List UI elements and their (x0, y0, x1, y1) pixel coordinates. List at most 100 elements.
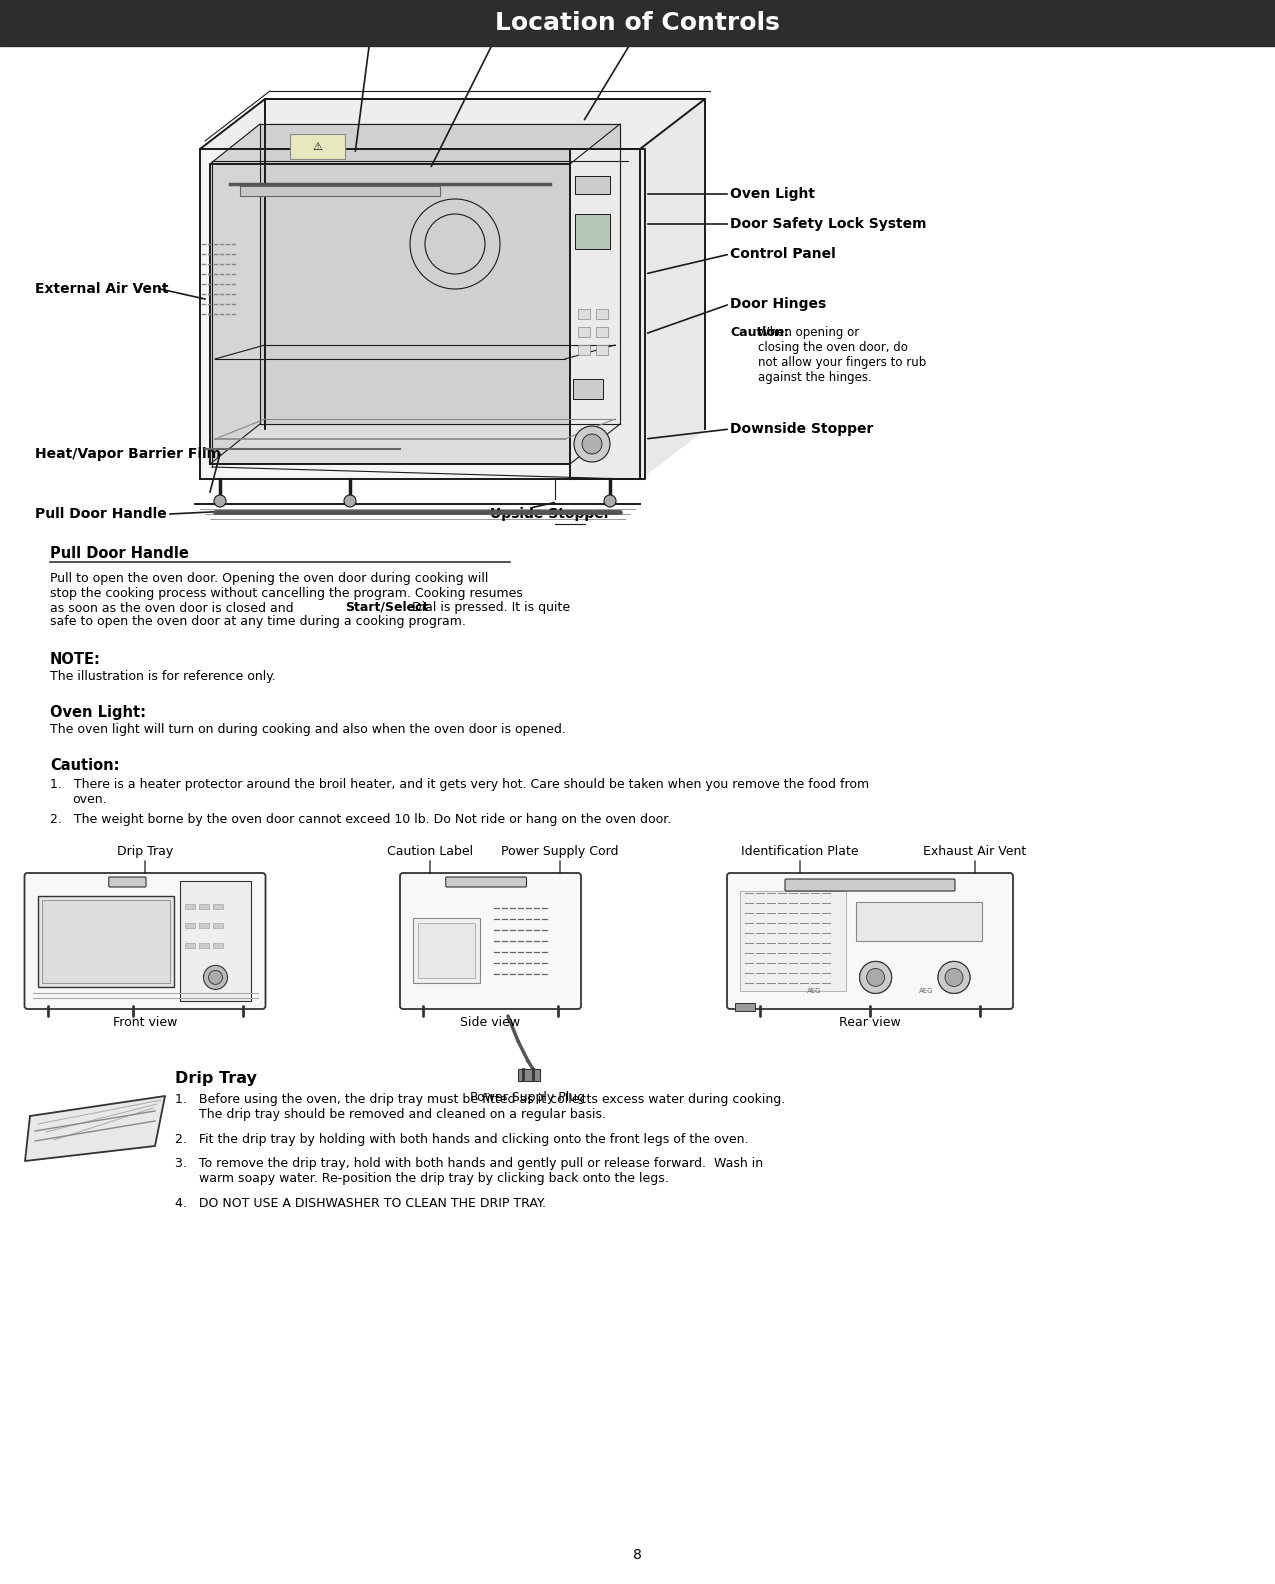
Text: 3.   To remove the drip tray, hold with both hands and gently pull or release fo: 3. To remove the drip tray, hold with bo… (175, 1156, 764, 1185)
Circle shape (604, 494, 616, 507)
Bar (213, 942, 223, 947)
Text: Power Supply Plug: Power Supply Plug (470, 1091, 585, 1104)
Text: Downside Stopper: Downside Stopper (731, 421, 873, 436)
Circle shape (574, 426, 609, 463)
Bar (185, 942, 195, 947)
Text: 4.   DO NOT USE A DISHWASHER TO CLEAN THE DRIP TRAY.: 4. DO NOT USE A DISHWASHER TO CLEAN THE … (175, 1198, 546, 1210)
Bar (595, 345, 608, 355)
Bar (595, 309, 608, 318)
Text: AEG: AEG (807, 988, 821, 995)
Text: Side view: Side view (460, 1015, 520, 1030)
FancyBboxPatch shape (727, 873, 1014, 1009)
Bar (575, 176, 609, 193)
FancyBboxPatch shape (785, 879, 955, 890)
Text: Pull to open the oven door. Opening the oven door during cooking will
stop the c: Pull to open the oven door. Opening the … (50, 572, 523, 615)
Text: Broil Heater: Broil Heater (448, 25, 542, 40)
Bar (180, 881, 251, 1001)
Bar (213, 923, 223, 928)
Text: Oven Light: Oven Light (731, 187, 815, 201)
Bar (240, 185, 440, 196)
Text: Power Supply Cord: Power Supply Cord (501, 844, 618, 859)
Circle shape (214, 494, 226, 507)
FancyBboxPatch shape (400, 873, 581, 1009)
Bar (595, 326, 608, 337)
Text: Caution:: Caution: (50, 759, 120, 773)
Bar (734, 1003, 755, 1011)
Bar (37, 895, 173, 987)
Circle shape (209, 971, 223, 984)
Bar (518, 1069, 541, 1080)
Circle shape (938, 961, 970, 993)
Bar (575, 214, 609, 249)
Text: 1.   There is a heater protector around the broil heater, and it gets very hot. : 1. There is a heater protector around th… (50, 778, 870, 790)
Bar (199, 903, 209, 909)
Bar (856, 901, 982, 941)
Text: The illustration is for reference only.: The illustration is for reference only. (50, 670, 275, 683)
Bar (199, 923, 209, 928)
Bar (418, 922, 474, 977)
Circle shape (581, 434, 602, 455)
Circle shape (867, 968, 885, 987)
Circle shape (859, 961, 891, 993)
Text: Door Safety Lock System: Door Safety Lock System (731, 217, 927, 231)
Text: When opening or
closing the oven door, do
not allow your fingers to rub
against : When opening or closing the oven door, d… (759, 326, 926, 383)
Circle shape (938, 961, 970, 993)
Text: Upside Stopper: Upside Stopper (490, 507, 611, 521)
Text: 2.   The weight borne by the oven door cannot exceed 10 lb. Do Not ride or hang : 2. The weight borne by the oven door can… (50, 813, 671, 825)
Circle shape (859, 961, 891, 993)
FancyBboxPatch shape (446, 878, 527, 887)
Text: Oven Light:: Oven Light: (50, 705, 147, 721)
FancyBboxPatch shape (24, 873, 265, 1009)
Text: Pull Door Handle: Pull Door Handle (50, 546, 189, 561)
Text: Pull Door Handle: Pull Door Handle (34, 507, 167, 521)
Circle shape (204, 965, 227, 990)
Polygon shape (200, 149, 640, 478)
Bar (413, 917, 479, 982)
Text: Dial is pressed. It is quite: Dial is pressed. It is quite (408, 600, 570, 615)
Text: 2.   Fit the drip tray by holding with both hands and clicking onto the front le: 2. Fit the drip tray by holding with bot… (175, 1133, 748, 1145)
Polygon shape (640, 98, 705, 478)
Text: 8: 8 (632, 1548, 641, 1562)
Text: oven.: oven. (71, 794, 107, 806)
Text: Door Hinges: Door Hinges (731, 296, 826, 310)
Circle shape (344, 494, 356, 507)
Bar (578, 326, 590, 337)
Bar (42, 900, 170, 982)
Text: Control Panel: Control Panel (731, 247, 835, 261)
Bar (185, 923, 195, 928)
Text: AEG: AEG (919, 988, 933, 995)
Bar (289, 135, 346, 158)
Bar (740, 890, 847, 992)
Polygon shape (570, 149, 645, 478)
Bar (578, 345, 590, 355)
Text: Drip Tray: Drip Tray (175, 1071, 256, 1087)
Text: The oven light will turn on during cooking and also when the oven door is opened: The oven light will turn on during cooki… (50, 722, 566, 737)
Polygon shape (200, 98, 705, 149)
Text: Heat/Vapor Barrier Film: Heat/Vapor Barrier Film (34, 447, 221, 461)
Text: Drip Tray: Drip Tray (117, 844, 173, 859)
Text: NOTE:: NOTE: (50, 653, 101, 667)
Text: Rear view: Rear view (839, 1015, 901, 1030)
Text: 1.   Before using the oven, the drip tray must be fitted as it collects excess w: 1. Before using the oven, the drip tray … (175, 1093, 785, 1121)
Text: Location of Controls: Location of Controls (495, 11, 779, 35)
Text: Front view: Front view (112, 1015, 177, 1030)
Bar (185, 903, 195, 909)
Text: Exhaust Air Vent: Exhaust Air Vent (923, 844, 1026, 859)
Bar (578, 309, 590, 318)
FancyBboxPatch shape (108, 878, 147, 887)
Text: Warning Label
(Hot surface): Warning Label (Hot surface) (635, 14, 747, 44)
Text: Start/Select: Start/Select (346, 600, 428, 615)
Text: Oven Cavity Floor: Oven Cavity Floor (301, 25, 440, 40)
Text: Caution:: Caution: (731, 326, 789, 339)
Text: ⚠: ⚠ (312, 143, 323, 152)
Text: External Air Vent: External Air Vent (34, 282, 168, 296)
Polygon shape (210, 124, 620, 165)
Polygon shape (210, 425, 620, 464)
Bar (213, 903, 223, 909)
Circle shape (867, 968, 885, 987)
Text: Caution Label: Caution Label (386, 844, 473, 859)
Polygon shape (210, 124, 260, 464)
Circle shape (945, 968, 963, 987)
Text: safe to open the oven door at any time during a cooking program.: safe to open the oven door at any time d… (50, 616, 465, 629)
Bar (572, 379, 603, 399)
